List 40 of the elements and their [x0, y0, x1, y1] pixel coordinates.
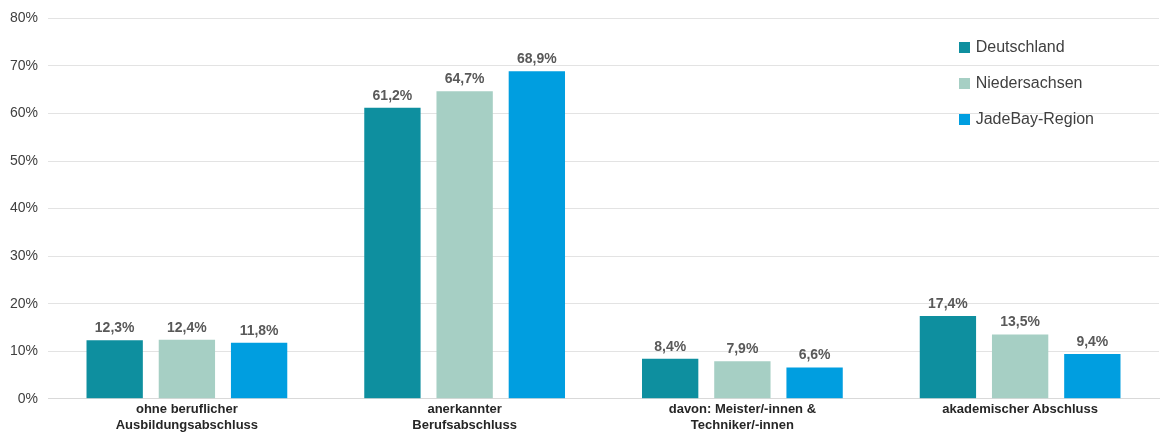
data-label: 9,4%	[1076, 332, 1109, 349]
y-tick-label: 50%	[9, 151, 39, 168]
bar	[508, 71, 566, 399]
data-label: 12,3%	[94, 319, 136, 336]
x-tick-label: anerkannter Berufsabschluss	[412, 401, 518, 432]
y-tick-label: 80%	[9, 9, 39, 26]
bar	[786, 367, 843, 399]
bar	[436, 91, 493, 399]
data-label: 6,6%	[798, 346, 832, 363]
bar	[1064, 354, 1121, 399]
bar	[991, 334, 1049, 399]
legend-label: JadeBay-Region	[975, 110, 1094, 128]
data-label: 11,8%	[239, 321, 280, 338]
data-label: 12,4%	[167, 318, 208, 335]
data-label: 13,5%	[1000, 313, 1041, 330]
data-label: 64,7%	[444, 70, 486, 87]
data-label: 7,9%	[726, 340, 759, 357]
legend-label: Niedersachsen	[975, 74, 1083, 92]
y-tick-label: 20%	[9, 294, 39, 311]
legend-label: Deutschland	[975, 38, 1065, 56]
y-tick-label: 30%	[9, 247, 39, 264]
y-tick-label: 60%	[9, 104, 39, 121]
y-tick-label: 10%	[9, 342, 39, 359]
data-label: 68,9%	[517, 50, 558, 67]
bar	[364, 107, 421, 399]
data-label: 17,4%	[928, 294, 969, 311]
bar	[230, 342, 288, 399]
y-tick-label: 70%	[9, 56, 39, 73]
bar	[86, 340, 143, 399]
bar	[714, 361, 771, 399]
y-tick-label: 40%	[9, 199, 39, 216]
bar	[919, 316, 977, 399]
data-label: 8,4%	[654, 337, 687, 354]
y-tick-label: 0%	[17, 389, 39, 406]
x-tick-label: akademischer Abschluss	[942, 401, 1098, 417]
bar	[642, 358, 699, 399]
data-label: 61,2%	[372, 86, 413, 103]
x-tick-label: ohne beruflicher Ausbildungsabschluss	[115, 401, 259, 432]
x-tick-label: davon: Meister/-innen & Techniker/-innen	[668, 401, 817, 432]
bar	[158, 339, 216, 399]
